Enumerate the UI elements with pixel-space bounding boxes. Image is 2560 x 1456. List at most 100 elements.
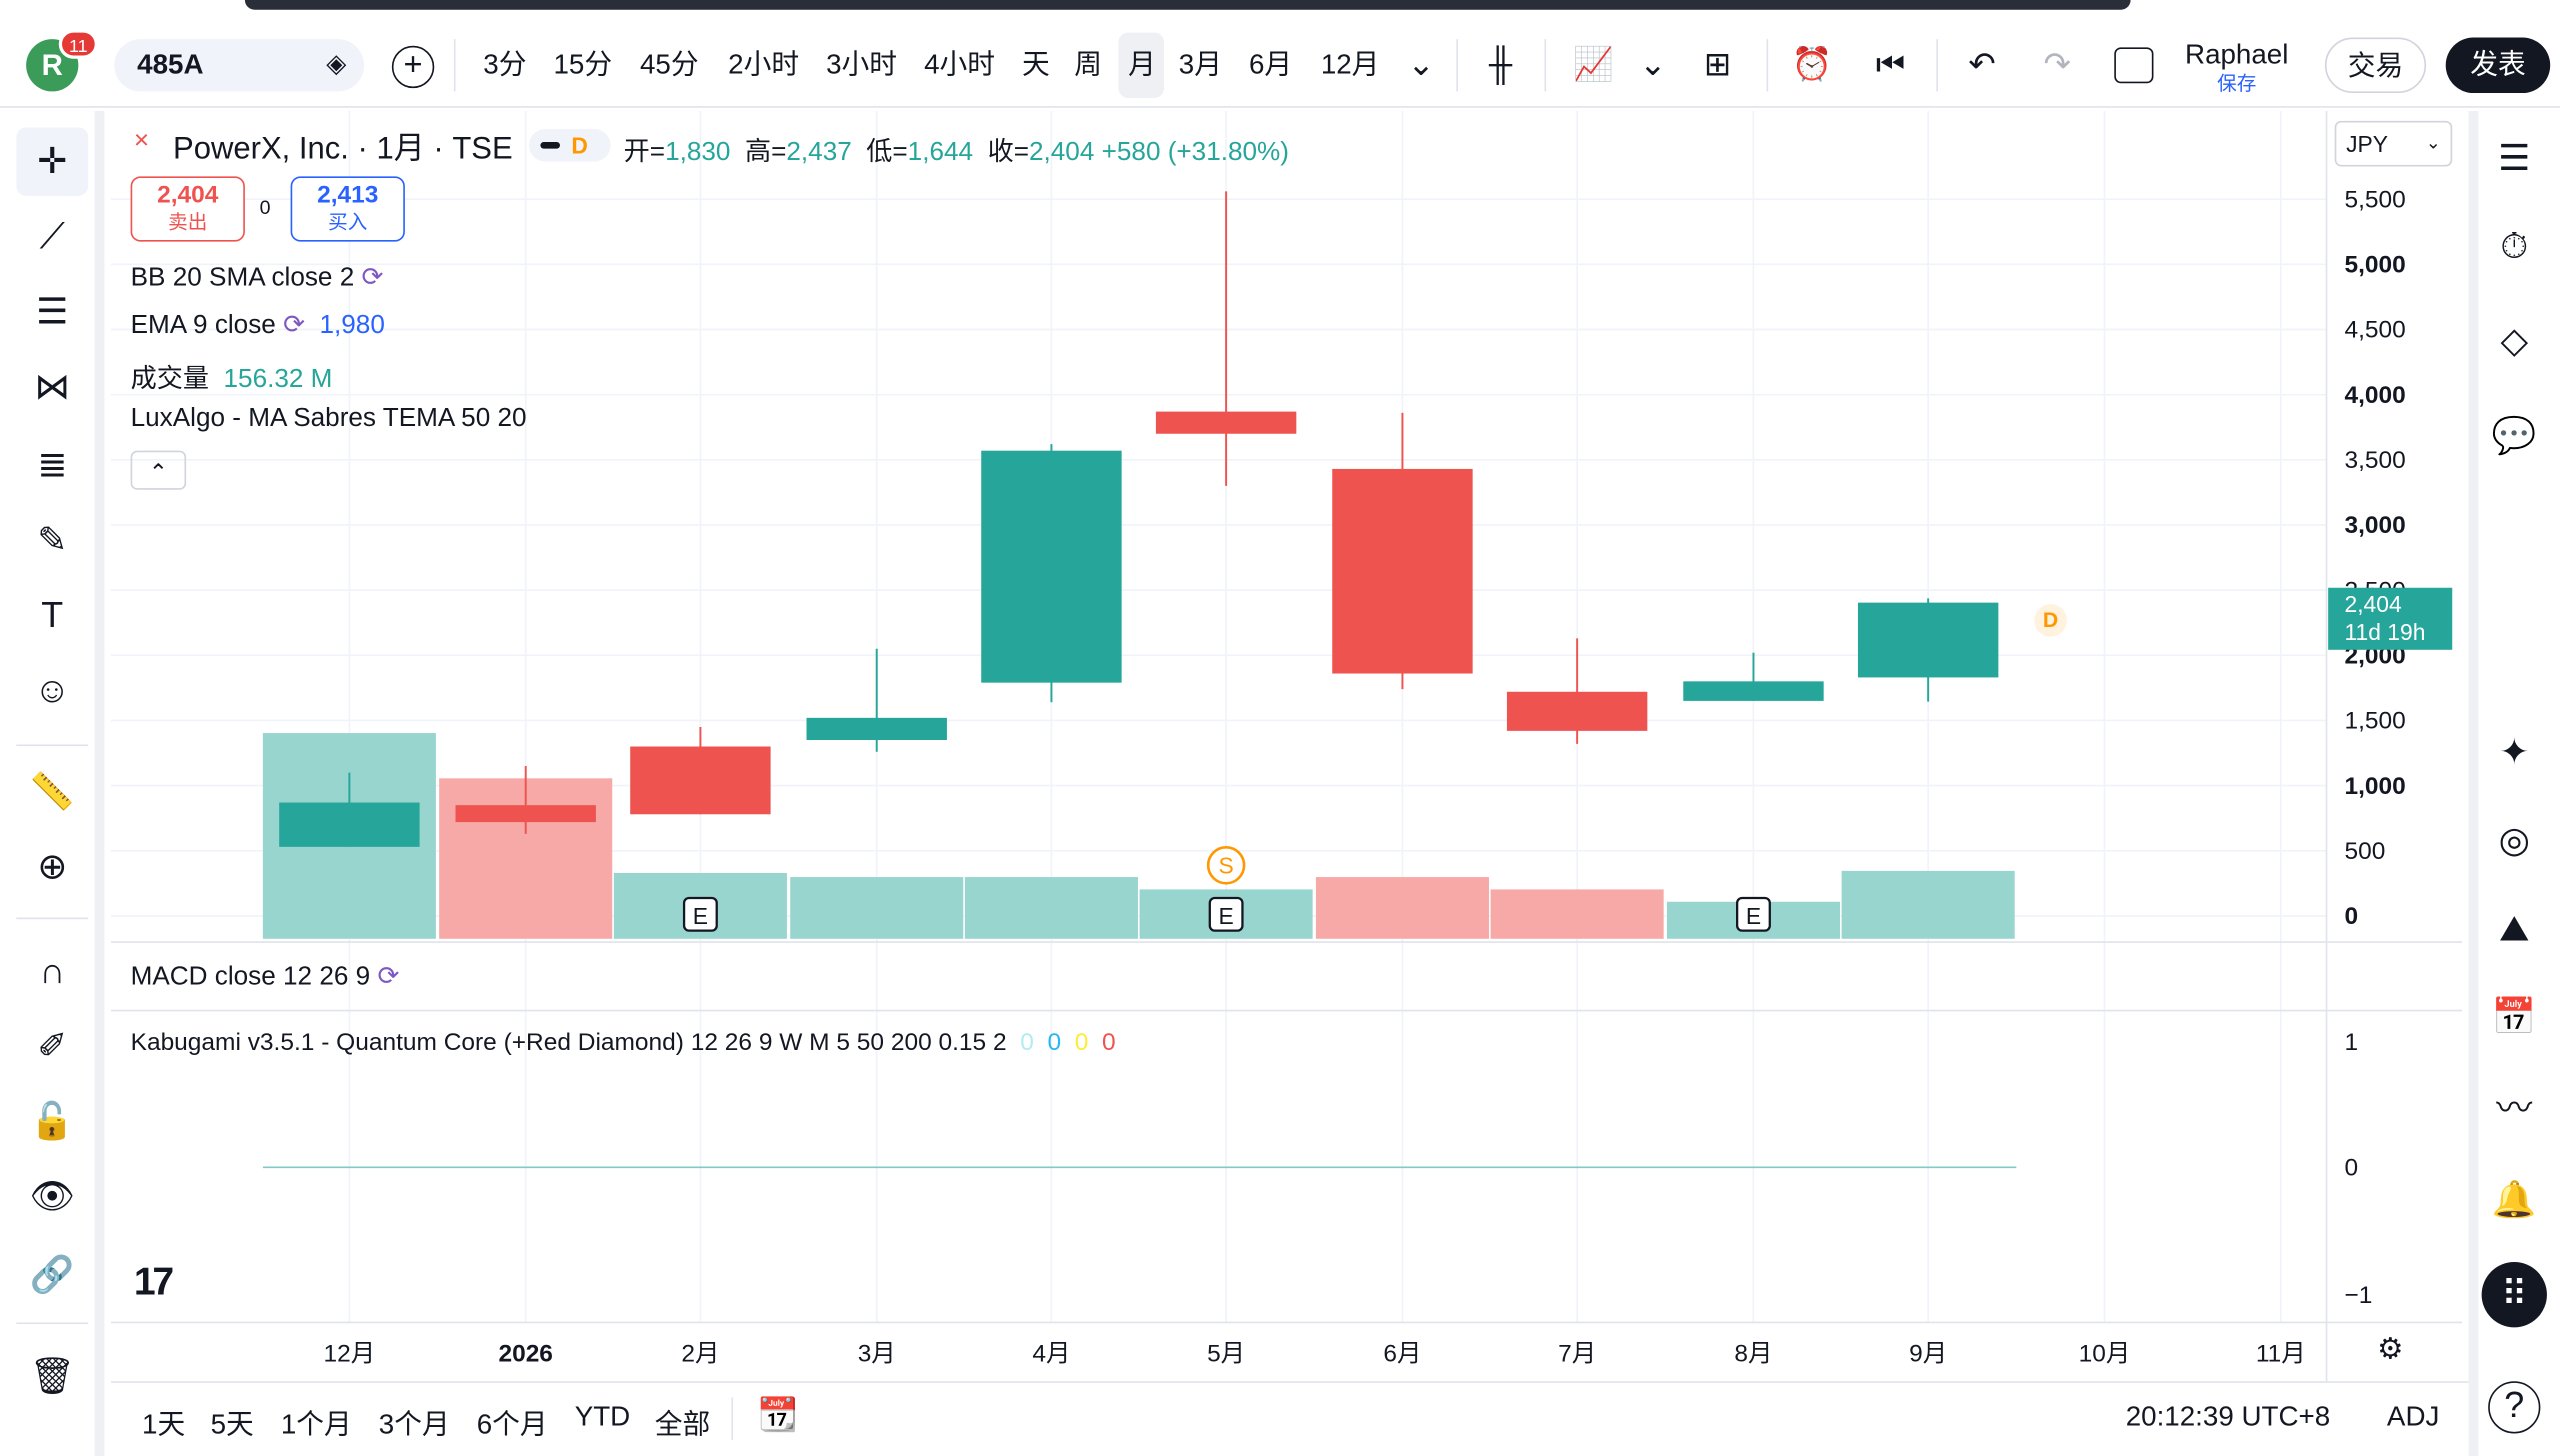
candle-body — [981, 450, 1122, 683]
alarm-icon[interactable]: ⏱ — [2500, 225, 2529, 267]
settings-gear-icon[interactable]: ⚙ — [2377, 1332, 2404, 1365]
add-symbol-icon[interactable]: + — [391, 45, 435, 89]
lock-drawing-icon[interactable]: ✐ — [37, 1025, 68, 1067]
indicator-volume[interactable]: 成交量 156.32 M — [130, 365, 333, 394]
help-icon[interactable]: ? — [2488, 1381, 2541, 1434]
symbol-search-input[interactable]: 485A — [114, 39, 365, 92]
trend-line-icon[interactable]: ⟋ — [39, 215, 65, 257]
earnings-marker-label: E — [1218, 903, 1233, 929]
time-tick-label: 12月 — [324, 1341, 376, 1368]
range-button-5[interactable]: YTD — [574, 1400, 631, 1432]
unlock-icon[interactable]: 🔓 — [29, 1100, 75, 1142]
crosshair-icon[interactable]: ✛ — [37, 140, 68, 182]
magnet-icon[interactable]: ∩ — [39, 950, 66, 992]
interval-9[interactable]: 3月 — [1178, 48, 1222, 80]
interval-0[interactable]: 3分 — [483, 48, 527, 80]
dividend-marker[interactable]: D — [2034, 604, 2067, 637]
undo-icon[interactable]: ↶ — [1968, 47, 1996, 84]
chevron-down-icon[interactable]: ⌄ — [1639, 47, 1667, 84]
range-button-4[interactable]: 6个月 — [476, 1408, 548, 1440]
sell-button[interactable]: 2,404 卖出 — [130, 176, 245, 242]
mountain-icon[interactable]: ⛰ — [2499, 907, 2530, 949]
text-icon[interactable]: T — [41, 594, 64, 636]
adj-toggle[interactable]: ADJ — [2386, 1400, 2440, 1432]
interval-10[interactable]: 6月 — [1248, 48, 1293, 80]
sparkle-icon[interactable]: ✦ — [2499, 731, 2530, 773]
range-button-1[interactable]: 5天 — [210, 1408, 254, 1440]
layout-grid-icon[interactable]: ⊞ — [1703, 47, 1732, 84]
replay-icon[interactable]: ⏮ — [1875, 47, 1906, 84]
trade-button[interactable]: 交易 — [2324, 37, 2427, 94]
candle-body — [279, 802, 420, 847]
interval-5[interactable]: 4小时 — [924, 48, 996, 80]
fib-lines-icon[interactable]: ☰ — [36, 290, 69, 332]
indicators-icon[interactable]: 📈 — [1573, 47, 1614, 84]
user-name[interactable]: Raphael — [2185, 39, 2289, 71]
pane-tick-label: −1 — [2344, 1282, 2372, 1309]
diamond-icon[interactable]: ◈ — [326, 50, 347, 79]
interval-4[interactable]: 3小时 — [826, 48, 898, 80]
interval-3[interactable]: 2小时 — [728, 48, 800, 80]
target-icon[interactable]: ◎ — [2498, 819, 2530, 861]
interval-6[interactable]: 天 — [1022, 48, 1050, 80]
interval-2[interactable]: 45分 — [639, 48, 699, 80]
earnings-marker-label: E — [693, 903, 708, 929]
range-button-6[interactable]: 全部 — [654, 1408, 711, 1440]
time-tick-label: 2月 — [681, 1341, 719, 1368]
interval-7[interactable]: 周 — [1074, 48, 1103, 80]
range-button-0[interactable]: 1天 — [142, 1408, 186, 1440]
eye-icon[interactable]: 👁 — [29, 1175, 76, 1217]
interval-8[interactable]: 月 — [1128, 48, 1156, 80]
candle-body — [630, 746, 771, 815]
publish-button[interactable]: 发表 — [2445, 37, 2551, 94]
candle-body — [1155, 411, 1297, 434]
brush-icon[interactable]: ✎ — [37, 519, 68, 560]
price-chart[interactable]: EEES5,5005,0004,5004,0003,5003,0002,5002… — [111, 111, 2463, 1382]
fullscreen-icon[interactable] — [2114, 47, 2154, 84]
kabugami-pane-title[interactable]: Kabugami v3.5.1 - Quantum Core (+Red Dia… — [130, 1028, 1116, 1057]
calendar-icon[interactable]: 📅 — [2491, 995, 2537, 1037]
time-tick-label: 9月 — [1909, 1341, 1947, 1368]
range-button-2[interactable]: 1个月 — [280, 1408, 352, 1440]
indicator-ema[interactable]: EMA 9 close ⟳ 1,980 — [130, 311, 385, 340]
bell-icon[interactable]: 🔔 — [2491, 1178, 2537, 1220]
currency-select[interactable]: JPY ⌄ — [2334, 120, 2453, 167]
chart-symbol-title[interactable]: PowerX, Inc. · 1月 · TSE — [173, 132, 513, 167]
trash-icon[interactable]: 🗑 — [29, 1355, 76, 1396]
interval-1[interactable]: 15分 — [553, 48, 613, 80]
redo-icon[interactable]: ↷ — [2043, 47, 2071, 84]
interval-11[interactable]: 12月 — [1320, 48, 1380, 80]
save-status[interactable]: 保存 — [2217, 71, 2257, 95]
emoji-icon[interactable]: ☺ — [33, 669, 71, 711]
date-range-calendar-icon[interactable]: 📆 — [757, 1397, 799, 1434]
alert-clock-icon[interactable]: ⏰ — [1791, 47, 1833, 84]
range-button-3[interactable]: 3个月 — [378, 1408, 450, 1440]
candle-body — [806, 717, 947, 740]
indicator-luxalgo[interactable]: LuxAlgo - MA Sabres TEMA 50 20 — [130, 404, 527, 433]
feed-icon[interactable]: 〰 — [2496, 1087, 2533, 1129]
candle-type-icon[interactable]: ╫ — [1488, 47, 1512, 84]
right-sidebar — [2468, 111, 2560, 1456]
tradingview-logo[interactable]: 17 — [133, 1260, 174, 1305]
forecast-icon[interactable]: ≣ — [37, 444, 68, 485]
clock[interactable]: 20:12:39 UTC+8 — [2125, 1400, 2331, 1432]
indicator-bb[interactable]: BB 20 SMA close 2 ⟳ — [130, 264, 384, 293]
price-tick-label: 1,000 — [2344, 773, 2405, 800]
apps-grid-icon[interactable]: ⠿ — [2481, 1262, 2547, 1328]
volume-bar — [1315, 877, 1489, 939]
window-notch — [244, 0, 2131, 10]
collapse-legend-button[interactable]: ⌃ — [130, 450, 187, 490]
time-tick-label: 8月 — [1734, 1341, 1772, 1368]
macd-pane-title[interactable]: MACD close 12 26 9 ⟳ — [130, 963, 400, 992]
chat-icon[interactable]: 💬 — [2491, 414, 2537, 456]
chevron-down-icon[interactable]: ⌄ — [1407, 47, 1435, 84]
zoom-in-icon[interactable]: ⊕ — [37, 845, 68, 887]
link-icon[interactable]: 🔗 — [29, 1253, 75, 1295]
buy-button[interactable]: 2,413 买入 — [290, 176, 405, 242]
watchlist-icon[interactable]: ☰ — [2498, 137, 2531, 178]
ruler-icon[interactable]: 📏 — [29, 770, 75, 812]
pattern-icon[interactable]: ⋈ — [34, 365, 71, 407]
earnings-marker — [682, 896, 718, 932]
symbol-close-icon[interactable]: × — [133, 127, 150, 156]
layers-icon[interactable]: ◇ — [2500, 319, 2529, 361]
